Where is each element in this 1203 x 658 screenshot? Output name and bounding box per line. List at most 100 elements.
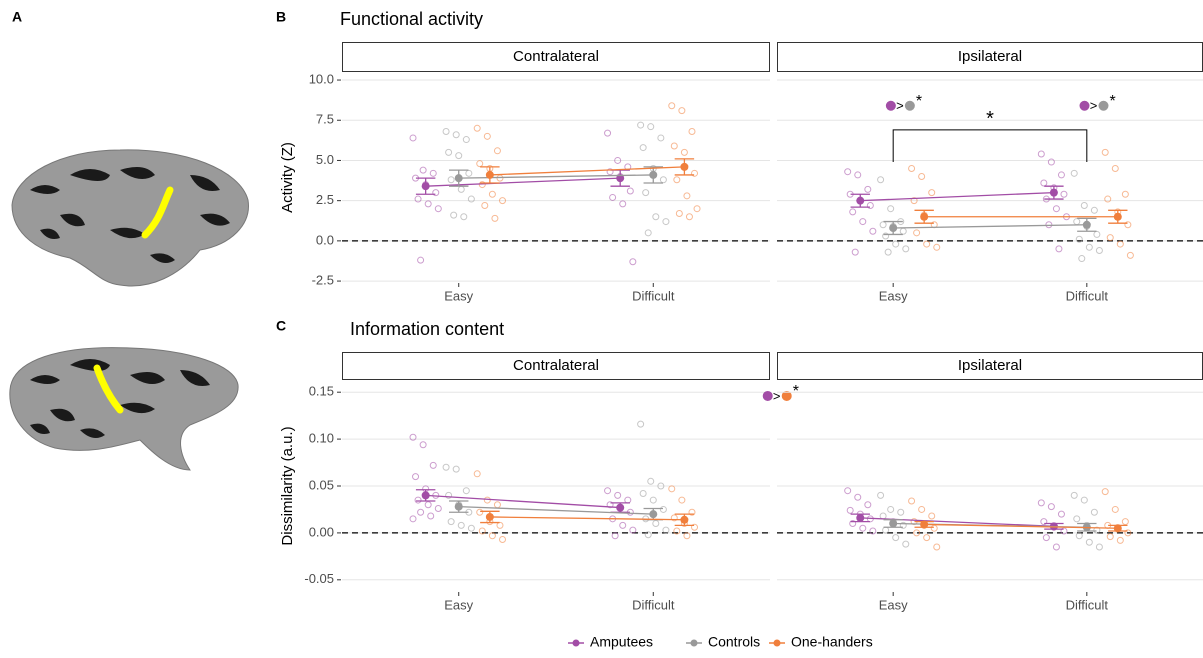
data-point xyxy=(467,524,475,532)
data-point xyxy=(670,514,678,522)
data-point xyxy=(452,465,460,473)
data-point xyxy=(913,229,921,237)
data-point xyxy=(483,132,491,140)
data-point xyxy=(412,473,420,481)
mean-line xyxy=(893,224,1087,229)
data-point xyxy=(1070,491,1078,499)
data-point xyxy=(473,470,481,478)
legend-label: Controls xyxy=(708,634,760,650)
data-point xyxy=(604,487,612,495)
mean-point xyxy=(889,519,898,528)
data-point xyxy=(678,107,686,115)
annotation-sign: > xyxy=(773,388,781,403)
mean-point xyxy=(485,170,494,179)
data-point xyxy=(910,197,918,205)
data-point xyxy=(1106,234,1114,242)
data-point xyxy=(1047,158,1055,166)
mean-point xyxy=(1049,188,1058,197)
x-tick-label: Difficult xyxy=(632,288,675,303)
data-point xyxy=(659,176,667,184)
data-point xyxy=(429,169,437,177)
data-point xyxy=(1057,510,1065,518)
data-point xyxy=(930,524,938,532)
data-point xyxy=(611,532,619,540)
data-point xyxy=(488,532,496,540)
mean-point xyxy=(649,170,658,179)
data-point xyxy=(1055,245,1063,253)
data-point xyxy=(844,168,852,176)
data-point xyxy=(869,527,877,535)
data-point xyxy=(688,508,696,516)
mean-point xyxy=(616,503,625,512)
y-tick-label: 0.05 xyxy=(309,477,334,492)
annotation-dot xyxy=(1098,100,1109,111)
annotation-mark: * xyxy=(1110,93,1116,110)
data-point xyxy=(1070,169,1078,177)
data-point xyxy=(434,505,442,513)
data-point xyxy=(854,171,862,179)
data-point xyxy=(496,521,504,529)
data-point xyxy=(1085,243,1093,251)
data-point xyxy=(427,512,435,520)
data-point xyxy=(445,491,453,499)
facet-strip xyxy=(342,352,770,380)
data-point xyxy=(1093,526,1101,534)
data-point xyxy=(642,189,650,197)
x-tick-label: Difficult xyxy=(1066,597,1109,612)
data-point xyxy=(1052,543,1060,551)
data-point xyxy=(644,229,652,237)
data-point xyxy=(673,176,681,184)
data-point xyxy=(465,169,473,177)
annotation-mark: * xyxy=(793,383,799,400)
data-point xyxy=(614,491,622,499)
legend-swatch-dot xyxy=(690,639,698,647)
data-point xyxy=(879,221,887,229)
data-point xyxy=(614,156,622,164)
data-point xyxy=(639,490,647,498)
data-point xyxy=(1101,148,1109,156)
data-point xyxy=(652,520,660,528)
mean-point xyxy=(454,174,463,183)
mean-point xyxy=(920,212,929,221)
data-point xyxy=(897,508,905,516)
data-point xyxy=(908,497,916,505)
data-point xyxy=(859,524,867,532)
y-tick-label: 0.0 xyxy=(316,232,334,247)
mean-point xyxy=(1113,212,1122,221)
data-point xyxy=(913,529,921,537)
data-point xyxy=(1060,190,1068,198)
data-point xyxy=(1111,505,1119,513)
data-point xyxy=(647,477,655,485)
mean-point xyxy=(649,510,658,519)
y-axis-label: Activity (Z) xyxy=(279,142,296,213)
data-point xyxy=(864,501,872,509)
mean-point xyxy=(454,502,463,511)
data-point xyxy=(678,496,686,504)
data-point xyxy=(414,195,422,203)
data-point xyxy=(1095,543,1103,551)
x-tick-label: Easy xyxy=(879,288,908,303)
data-point xyxy=(1124,529,1132,537)
data-point xyxy=(670,142,678,150)
data-point xyxy=(1111,164,1119,172)
data-point xyxy=(417,256,425,264)
y-tick-label: 0.00 xyxy=(309,524,334,539)
annotation-sign: > xyxy=(1090,98,1098,113)
data-point xyxy=(849,208,857,216)
data-point xyxy=(1037,150,1045,158)
facet-title: Ipsilateral xyxy=(958,357,1022,374)
data-point xyxy=(851,248,859,256)
y-tick-label: -0.05 xyxy=(304,571,334,586)
legend-label: One-handers xyxy=(791,634,873,650)
data-point xyxy=(606,168,614,176)
mean-point xyxy=(421,491,430,500)
data-point xyxy=(693,205,701,213)
data-point xyxy=(1104,195,1112,203)
data-point xyxy=(442,128,450,136)
data-point xyxy=(864,185,872,193)
data-point xyxy=(442,463,450,471)
data-point xyxy=(884,248,892,256)
data-point xyxy=(908,164,916,172)
data-point xyxy=(933,543,941,551)
